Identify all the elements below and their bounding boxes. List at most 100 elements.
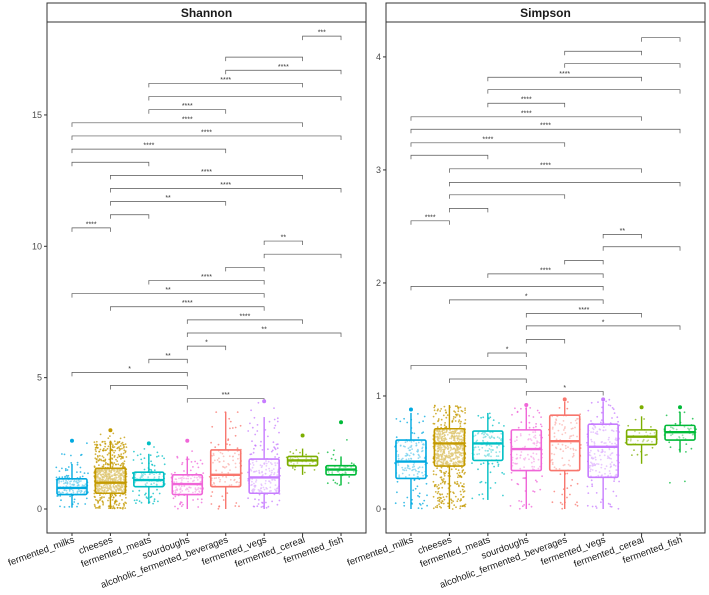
comparison-bracket: [110, 385, 188, 390]
data-point: [540, 416, 542, 418]
data-point: [98, 472, 100, 475]
significance-label: ****: [540, 267, 551, 274]
data-point: [332, 453, 335, 456]
data-point: [274, 424, 277, 427]
data-point: [276, 488, 278, 490]
data-point: [270, 450, 273, 453]
data-point: [177, 507, 179, 510]
comparison-bracket: [525, 325, 681, 330]
data-point: [651, 446, 654, 449]
data-point: [571, 479, 574, 481]
data-point: [691, 417, 694, 420]
data-point: [436, 504, 439, 507]
data-point: [412, 468, 415, 471]
data-point: [257, 503, 260, 505]
data-point: [200, 501, 203, 504]
data-point: [63, 453, 66, 456]
data-point: [247, 497, 250, 500]
significance-label: *: [128, 366, 131, 373]
data-point: [462, 496, 464, 499]
data-point: [212, 461, 214, 464]
data-point: [95, 450, 97, 453]
data-point: [410, 441, 413, 443]
data-point: [196, 476, 198, 479]
data-point: [103, 490, 106, 493]
data-point: [271, 500, 273, 503]
data-point: [76, 490, 79, 493]
data-point: [422, 420, 424, 423]
data-point: [76, 482, 79, 484]
data-point: [72, 483, 74, 486]
data-point: [634, 418, 637, 421]
data-point: [199, 459, 202, 462]
data-point: [441, 486, 444, 489]
data-point: [95, 440, 98, 443]
data-point: [441, 493, 444, 496]
data-point: [457, 474, 460, 477]
data-point: [436, 467, 438, 470]
outlier-point: [639, 405, 644, 410]
data-point: [132, 459, 135, 461]
data-point: [438, 455, 440, 458]
data-point: [295, 449, 298, 451]
data-point: [317, 452, 320, 455]
data-point: [109, 475, 112, 478]
data-point: [421, 471, 423, 474]
data-point: [439, 430, 441, 433]
data-point: [451, 419, 454, 422]
data-point: [192, 491, 194, 494]
data-point: [586, 504, 589, 507]
data-point: [270, 471, 273, 474]
data-point: [61, 467, 63, 470]
data-point: [117, 489, 120, 492]
data-point: [103, 486, 106, 489]
data-point: [156, 488, 158, 491]
data-point: [143, 468, 146, 471]
data-point: [251, 461, 254, 464]
data-point: [480, 416, 482, 419]
data-point: [417, 441, 420, 444]
data-point: [97, 459, 100, 462]
data-point: [540, 425, 543, 428]
data-point: [607, 404, 610, 406]
data-point: [406, 496, 409, 499]
data-point: [520, 421, 523, 424]
data-point: [260, 487, 262, 490]
data-point: [183, 485, 186, 488]
data-point: [454, 416, 457, 419]
data-point: [590, 401, 593, 404]
data-point: [261, 501, 263, 504]
data-point: [152, 502, 155, 505]
data-point: [446, 493, 449, 495]
data-point: [65, 479, 67, 482]
data-point: [690, 447, 693, 450]
data-point: [125, 496, 127, 499]
data-point: [124, 451, 127, 454]
data-point: [58, 480, 61, 483]
data-point: [120, 472, 123, 475]
data-point: [108, 497, 110, 499]
data-point: [113, 507, 116, 509]
data-point: [289, 451, 292, 453]
data-point: [236, 447, 239, 450]
significance-label: ****: [182, 300, 193, 307]
data-point: [55, 466, 58, 469]
data-point: [124, 507, 127, 509]
data-point: [225, 476, 228, 479]
data-point: [259, 444, 262, 447]
box-group-fermented-milks: fermented_milks: [346, 407, 428, 569]
data-point: [293, 468, 296, 471]
data-point: [587, 492, 590, 494]
data-point: [445, 412, 447, 414]
data-point: [491, 462, 494, 465]
significance-label: *: [506, 347, 509, 354]
comparison-bracket: [110, 214, 150, 219]
data-point: [198, 491, 201, 493]
data-point: [436, 506, 439, 509]
data-point: [595, 492, 598, 494]
data-point: [591, 505, 594, 508]
comparison-bracket: [225, 56, 303, 62]
data-point: [445, 425, 448, 428]
data-point: [559, 501, 562, 504]
data-point: [180, 505, 183, 508]
